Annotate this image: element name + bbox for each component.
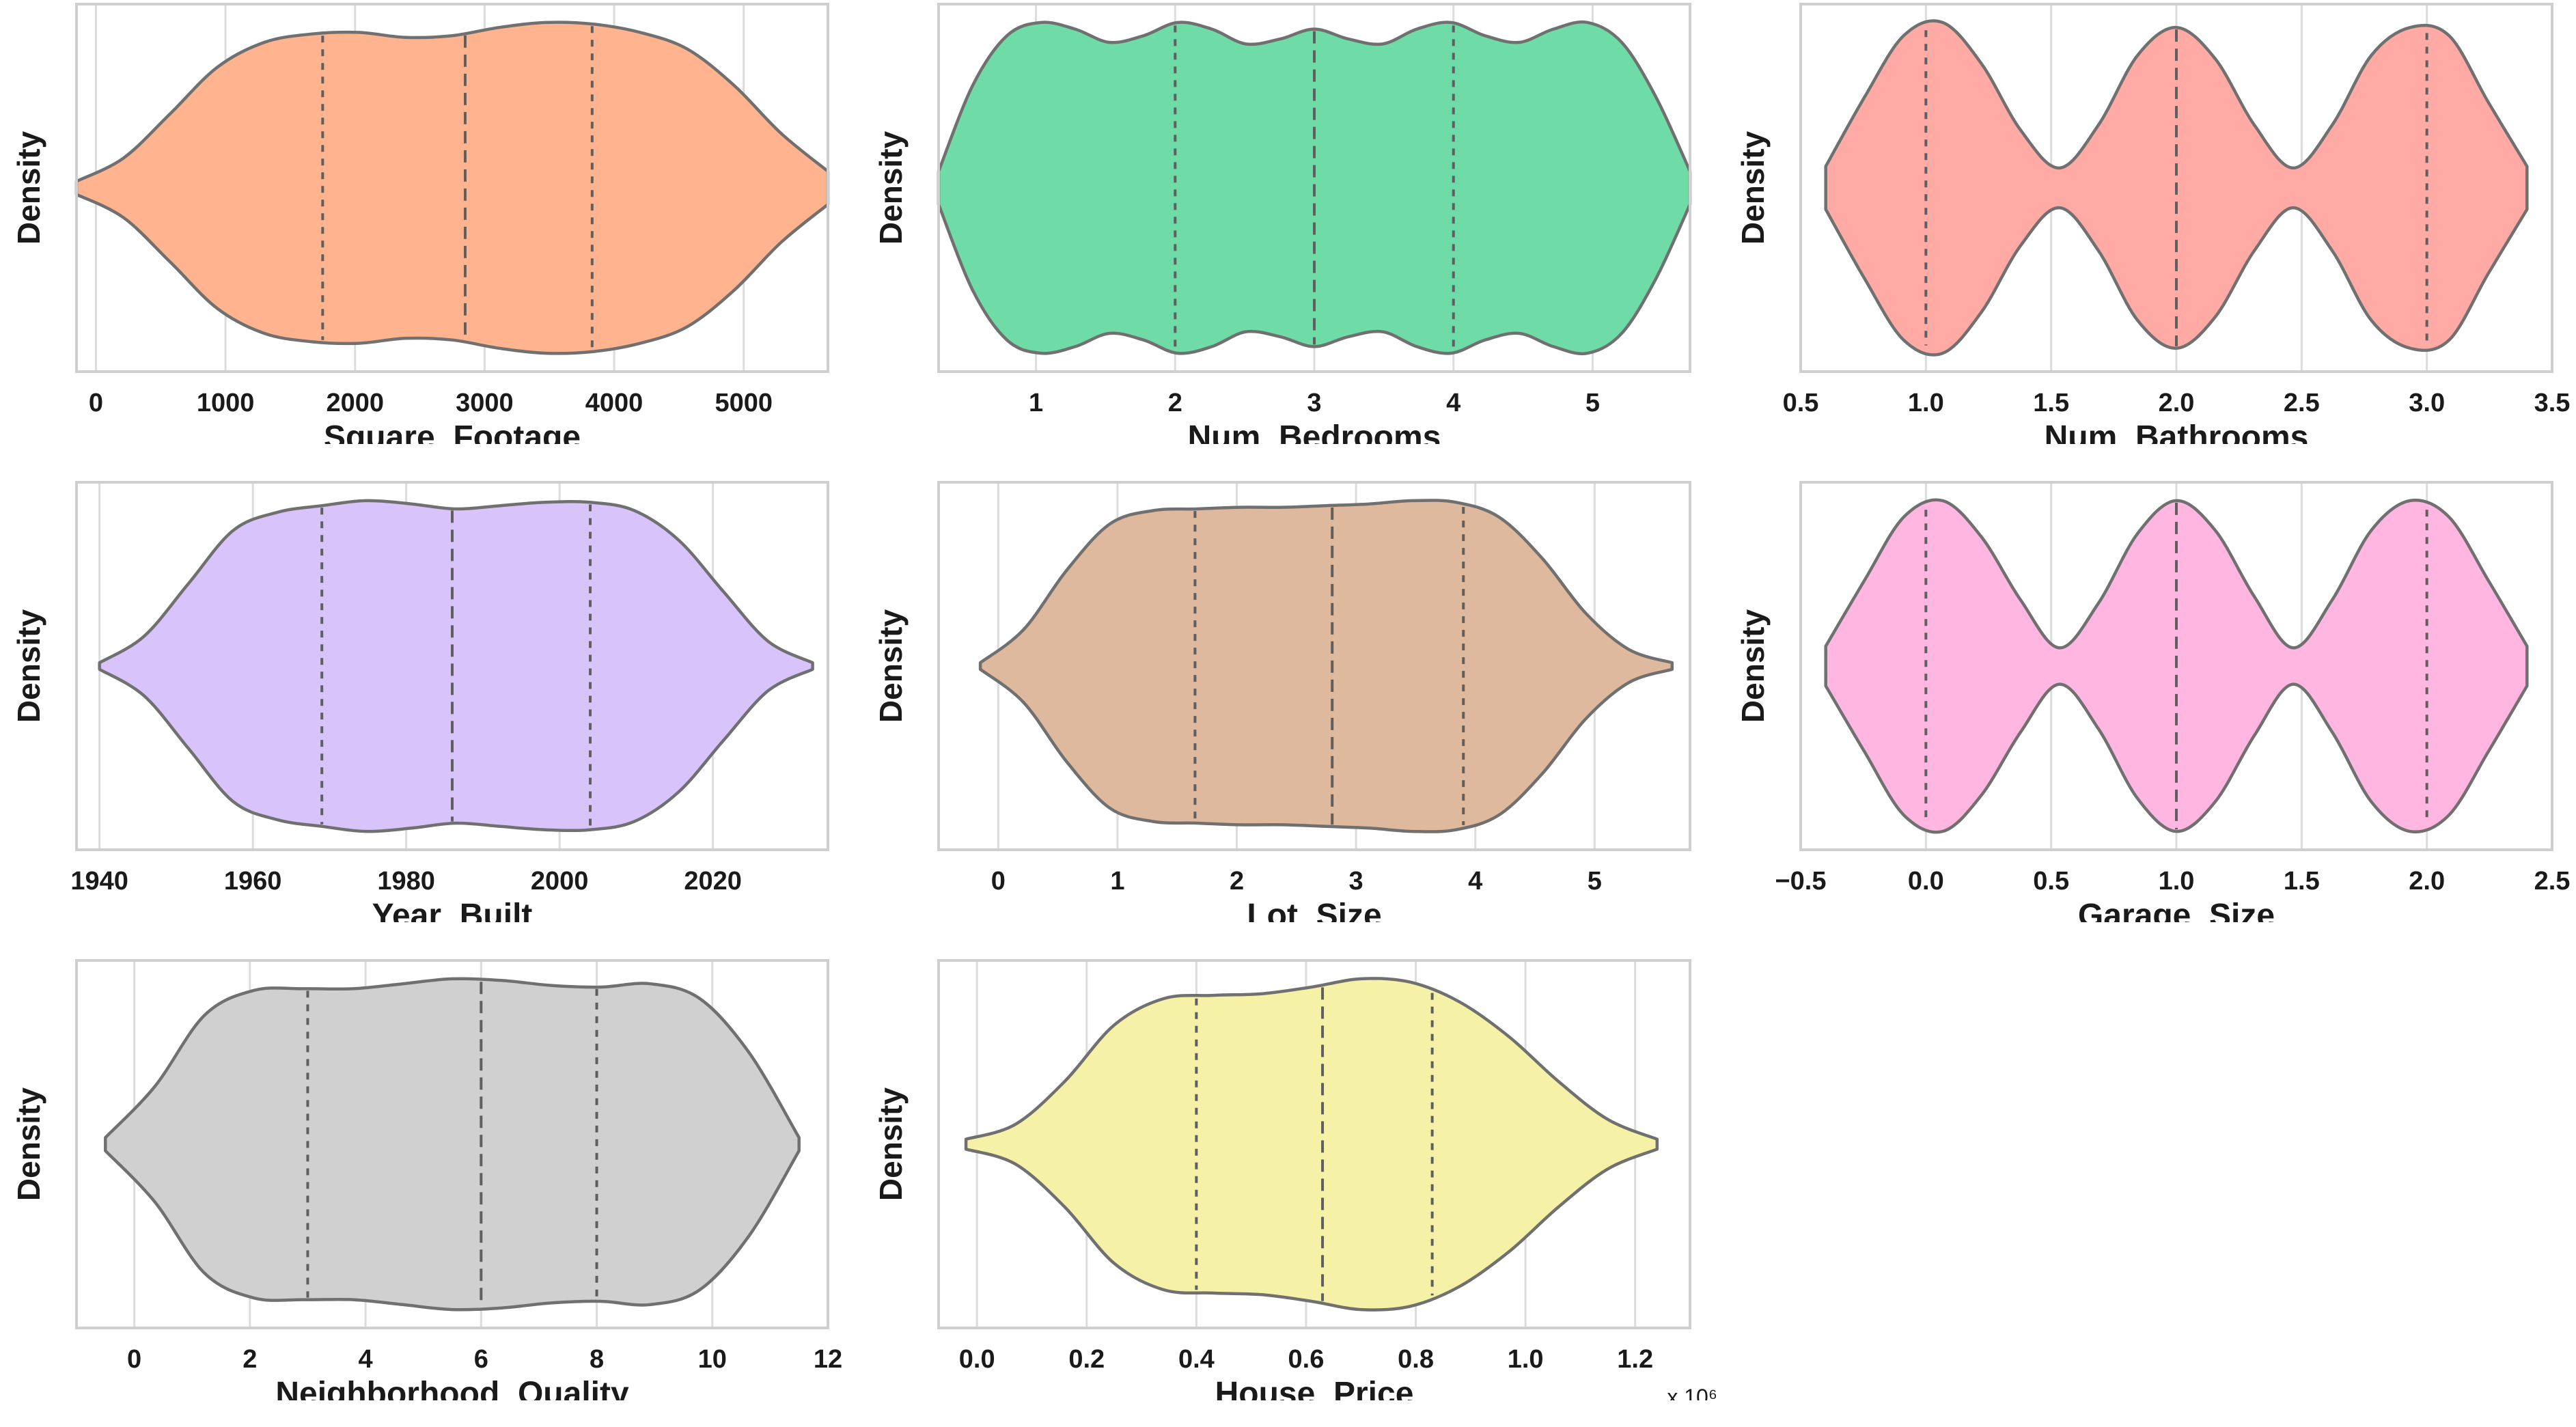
violin-panel-num-bedrooms: 1 2 3 4 5 Num_Bedrooms Density bbox=[862, 0, 1716, 444]
garage-size-tick-label: 2.5 bbox=[2534, 867, 2571, 896]
year-built-tick-label: 2000 bbox=[531, 867, 589, 896]
violin-panel-lot-size: 0 1 2 3 4 5 Lot_Size Density bbox=[862, 478, 1716, 922]
num-bathrooms-x-axis-label: Num_Bathrooms bbox=[2045, 419, 2309, 444]
house-price-tick-label: 0.0 bbox=[959, 1345, 995, 1374]
house-price-tick-label: 1.0 bbox=[1508, 1345, 1544, 1374]
num-bedrooms-tick-label: 5 bbox=[1585, 389, 1600, 417]
num-bathrooms-tick-label: 0.5 bbox=[1783, 389, 1819, 417]
house-price-y-axis-label: Density bbox=[873, 1087, 909, 1202]
garage-size-tick-label: 2.0 bbox=[2409, 867, 2445, 896]
lot-size-tick-label: 2 bbox=[1230, 867, 1244, 896]
lot-size-y-axis-label: Density bbox=[873, 609, 909, 723]
violin-panel-house-price: 0.0 0.2 0.4 0.6 0.8 1.0 1.2 House_Price Density x… bbox=[862, 956, 1716, 1400]
year-built-tick-label: 1960 bbox=[224, 867, 282, 896]
lot-size-tick-label: 4 bbox=[1468, 867, 1482, 896]
house-price-tick-label: 0.6 bbox=[1288, 1345, 1325, 1374]
square-footage-x-axis-label: Square_Footage bbox=[324, 419, 581, 444]
num-bathrooms-y-axis-label: Density bbox=[1735, 131, 1771, 245]
lot-size-tick-label: 3 bbox=[1349, 867, 1363, 896]
num-bedrooms-x-axis-label: Num_Bedrooms bbox=[1188, 419, 1441, 444]
lot-size-tick-label: 0 bbox=[991, 867, 1006, 896]
violin-panel-neighborhood-quality: 0 2 4 6 8 10 12 Neighborhood_Quality Density bbox=[0, 956, 854, 1400]
num-bedrooms-y-axis-label: Density bbox=[873, 131, 909, 245]
house-price-violin-svg: 0.0 0.2 0.4 0.6 0.8 1.0 1.2 House_Price Density x… bbox=[873, 959, 1716, 1400]
garage-size-axes-frame bbox=[1799, 481, 2553, 851]
num-bathrooms-tick-label: 2.5 bbox=[2284, 389, 2320, 417]
num-bathrooms-axes-frame bbox=[1799, 3, 2553, 373]
neighborhood-quality-tick-label: 12 bbox=[814, 1345, 842, 1374]
neighborhood-quality-tick-label: 0 bbox=[127, 1345, 141, 1374]
lot-size-x-axis-label: Lot_Size bbox=[1247, 898, 1381, 922]
square-footage-tick-label: 5000 bbox=[715, 389, 773, 417]
num-bathrooms-tick-label: 1.0 bbox=[1908, 389, 1944, 417]
house-price-tick-label: 0.4 bbox=[1178, 1345, 1215, 1374]
house-price-axis-offset-label: x 10⁶ bbox=[1667, 1385, 1716, 1400]
garage-size-violin-svg: −0.5 0.0 0.5 1.0 1.5 2.0 2.5 Garage_Size Density bbox=[1735, 481, 2571, 922]
lot-size-tick-label: 5 bbox=[1588, 867, 1602, 896]
house-price-x-axis-label: House_Price bbox=[1215, 1376, 1414, 1400]
house-price-axes-frame bbox=[937, 959, 1691, 1329]
square-footage-tick-label: 0 bbox=[89, 389, 103, 417]
violin-panel-garage-size: −0.5 0.0 0.5 1.0 1.5 2.0 2.5 Garage_Size Density bbox=[1724, 478, 2576, 922]
num-bedrooms-axes-frame bbox=[937, 3, 1691, 373]
year-built-tick-label: 1940 bbox=[70, 867, 128, 896]
year-built-violin-svg: 1940 1960 1980 2000 2020 Year_Built Density bbox=[11, 481, 829, 922]
neighborhood-quality-axes-frame bbox=[75, 959, 829, 1329]
square-footage-tick-label: 1000 bbox=[197, 389, 255, 417]
house-price-tick-label: 1.2 bbox=[1617, 1345, 1653, 1374]
num-bathrooms-tick-label: 3.5 bbox=[2534, 389, 2571, 417]
neighborhood-quality-tick-label: 8 bbox=[590, 1345, 604, 1374]
square-footage-violin-svg: 0 1000 2000 3000 4000 5000 Square_Footage Densi… bbox=[11, 3, 830, 444]
num-bathrooms-tick-label: 2.0 bbox=[2159, 389, 2195, 417]
neighborhood-quality-tick-label: 6 bbox=[474, 1345, 488, 1374]
garage-size-tick-label: 0.5 bbox=[2033, 867, 2069, 896]
num-bathrooms-violin-svg: 0.5 1.0 1.5 2.0 2.5 3.0 3.5 Num_Bathrooms Densit… bbox=[1735, 3, 2571, 444]
num-bedrooms-violin-svg: 1 2 3 4 5 Num_Bedrooms Density bbox=[873, 3, 1692, 444]
square-footage-tick-label: 3000 bbox=[456, 389, 514, 417]
num-bedrooms-tick-label: 1 bbox=[1029, 389, 1043, 417]
violin-panel-year-built: 1940 1960 1980 2000 2020 Year_Built Density bbox=[0, 478, 854, 922]
square-footage-tick-label: 2000 bbox=[326, 389, 384, 417]
neighborhood-quality-x-axis-label: Neighborhood_Quality bbox=[275, 1376, 629, 1400]
year-built-y-axis-label: Density bbox=[11, 609, 46, 723]
lot-size-violin-svg: 0 1 2 3 4 5 Lot_Size Density bbox=[873, 481, 1691, 922]
violin-panel-square-footage: 0 1000 2000 3000 4000 5000 Square_Footage Densi… bbox=[0, 0, 854, 444]
neighborhood-quality-violin-body bbox=[104, 977, 801, 1312]
num-bedrooms-tick-label: 3 bbox=[1307, 389, 1321, 417]
lot-size-tick-label: 1 bbox=[1110, 867, 1124, 896]
square-footage-axes-frame bbox=[75, 3, 829, 373]
neighborhood-quality-tick-label: 10 bbox=[698, 1345, 727, 1374]
square-footage-tick-label: 4000 bbox=[585, 389, 643, 417]
year-built-violin-body bbox=[98, 499, 814, 833]
garage-size-tick-label: 1.5 bbox=[2284, 867, 2320, 896]
neighborhood-quality-violin-svg: 0 2 4 6 8 10 12 Neighborhood_Quality Density bbox=[11, 959, 842, 1400]
lot-size-axes-frame bbox=[937, 481, 1691, 851]
neighborhood-quality-y-axis-label: Density bbox=[11, 1087, 46, 1202]
garage-size-tick-label: 0.0 bbox=[1908, 867, 1944, 896]
num-bathrooms-tick-label: 3.0 bbox=[2409, 389, 2445, 417]
house-price-tick-label: 0.8 bbox=[1398, 1345, 1434, 1374]
house-price-tick-label: 0.2 bbox=[1068, 1345, 1105, 1374]
garage-size-y-axis-label: Density bbox=[1735, 609, 1771, 723]
neighborhood-quality-tick-label: 4 bbox=[359, 1345, 373, 1374]
year-built-axes-frame bbox=[75, 481, 829, 851]
garage-size-x-axis-label: Garage_Size bbox=[2078, 898, 2275, 922]
house-price-violin-body bbox=[964, 977, 1659, 1312]
violin-panel-num-bathrooms: 0.5 1.0 1.5 2.0 2.5 3.0 3.5 Num_Bathrooms Densit… bbox=[1724, 0, 2576, 444]
year-built-x-axis-label: Year_Built bbox=[372, 898, 533, 922]
lot-size-violin-body bbox=[978, 499, 1674, 833]
num-bathrooms-tick-label: 1.5 bbox=[2033, 389, 2069, 417]
year-built-tick-label: 1980 bbox=[377, 867, 435, 896]
neighborhood-quality-tick-label: 2 bbox=[243, 1345, 257, 1374]
year-built-tick-label: 2020 bbox=[684, 867, 742, 896]
garage-size-tick-label: 1.0 bbox=[2159, 867, 2195, 896]
garage-size-tick-label: −0.5 bbox=[1775, 867, 1826, 896]
num-bedrooms-tick-label: 4 bbox=[1446, 389, 1460, 417]
square-footage-y-axis-label: Density bbox=[11, 131, 46, 245]
num-bedrooms-tick-label: 2 bbox=[1168, 389, 1182, 417]
